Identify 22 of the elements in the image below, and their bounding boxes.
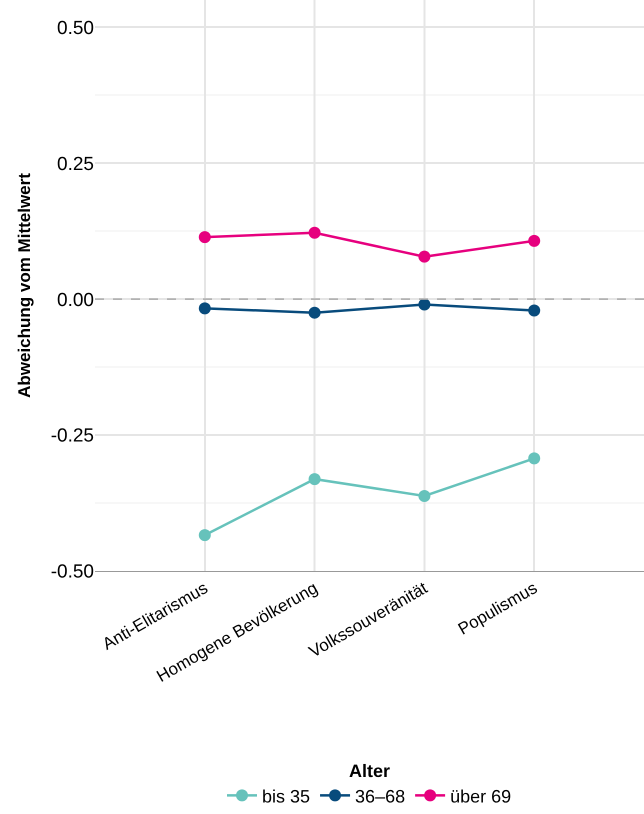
y-axis-title: Abweichung vom Mittelwert <box>15 172 34 398</box>
point <box>528 234 540 247</box>
point <box>418 298 430 311</box>
point <box>308 306 321 319</box>
y-tick-label: 0.50 <box>57 18 94 39</box>
point <box>528 452 540 464</box>
point <box>198 529 211 542</box>
point <box>308 473 321 486</box>
point <box>418 490 430 502</box>
point <box>198 231 211 244</box>
legend-title: Alter <box>348 761 390 782</box>
legend-label: bis 35 <box>262 786 310 806</box>
point <box>308 226 321 239</box>
point <box>198 302 211 314</box>
y-tick-label: -0.25 <box>50 426 94 447</box>
y-tick-label: 0.00 <box>57 290 94 311</box>
legend-label: 36–68 <box>355 786 406 806</box>
legend-label: über 69 <box>450 786 512 806</box>
point <box>418 250 430 263</box>
y-tick-label: 0.25 <box>57 154 94 175</box>
y-tick-label: -0.50 <box>50 562 94 583</box>
point <box>528 304 540 317</box>
